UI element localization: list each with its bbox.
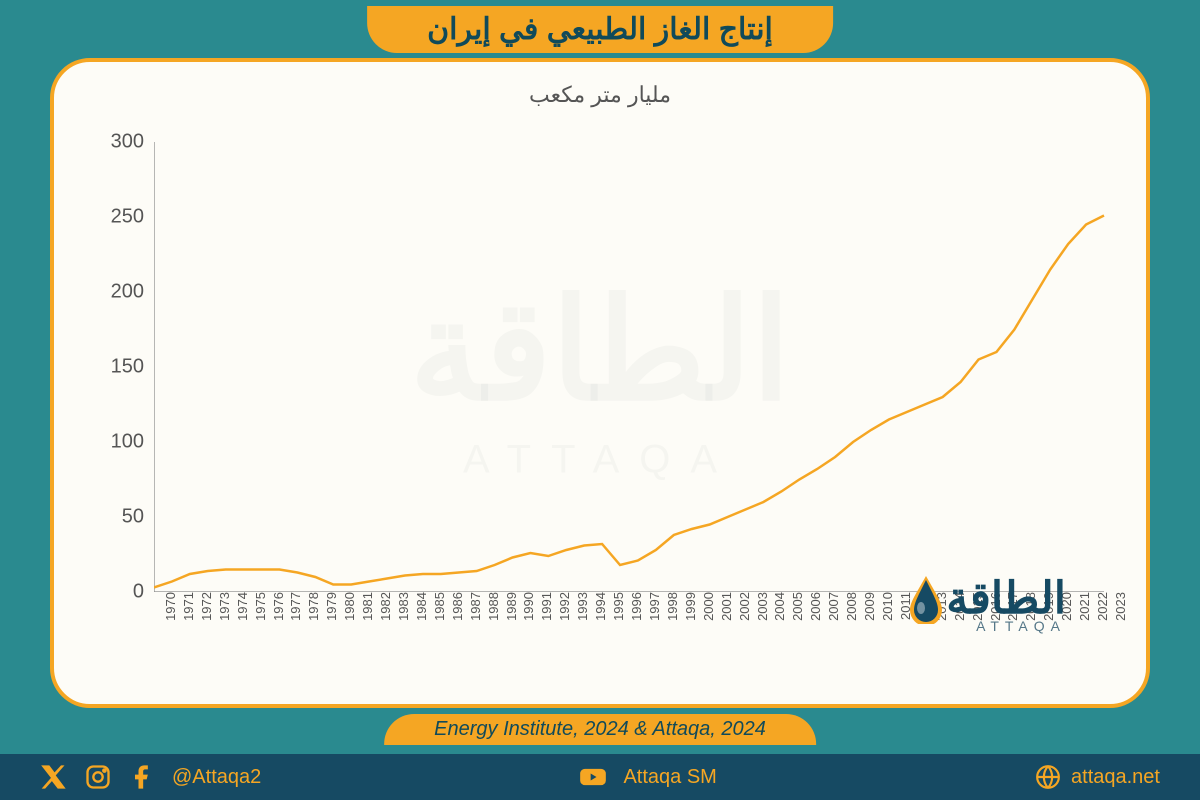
y-tick-label: 200	[111, 281, 154, 304]
instagram-icon	[84, 763, 112, 791]
title-banner: إنتاج الغاز الطبيعي في إيران	[367, 6, 833, 53]
x-tick-label: 1999	[679, 592, 698, 621]
footer-center: Attaqa SM	[579, 763, 716, 791]
x-tick-label: 1988	[482, 592, 501, 621]
x-tick-label: 1995	[607, 592, 626, 621]
x-tick-label: 1993	[571, 592, 590, 621]
x-tick-label: 1980	[338, 592, 357, 621]
droplet-icon	[906, 574, 946, 624]
youtube-icon	[579, 763, 607, 791]
globe-icon	[1035, 764, 1061, 790]
x-tick-label: 1990	[517, 592, 536, 621]
footer-right: attaqa.net	[1035, 764, 1160, 790]
x-tick-label: 1994	[589, 592, 608, 621]
x-tick-label: 1983	[392, 592, 411, 621]
logo-text: الطاقة	[946, 573, 1066, 624]
footer-bar: @Attaqa2 Attaqa SM attaqa.net	[0, 754, 1200, 800]
social-handle: @Attaqa2	[172, 766, 261, 789]
x-tick-label: 1972	[195, 592, 214, 621]
x-tick-label: 2022	[1091, 592, 1110, 621]
plot-area: 050100150200250300 197019711972197319741…	[154, 132, 1114, 592]
x-tick-label: 1997	[643, 592, 662, 621]
x-tick-label: 1998	[661, 592, 680, 621]
x-tick-label: 1996	[625, 592, 644, 621]
y-tick-label: 150	[111, 356, 154, 379]
x-tick-label: 1992	[553, 592, 572, 621]
x-tick-label: 2023	[1109, 592, 1128, 621]
footer-left: @Attaqa2	[40, 763, 261, 791]
x-tick-label: 1987	[464, 592, 483, 621]
chart-panel: مليار متر مكعب الطاقة ATTAQA 05010015020…	[50, 58, 1150, 708]
x-tick-label: 2004	[768, 592, 787, 621]
x-tick-label: 2005	[786, 592, 805, 621]
x-tick-label: 2006	[804, 592, 823, 621]
x-tick-label: 1989	[500, 592, 519, 621]
youtube-label: Attaqa SM	[623, 766, 716, 789]
x-tick-label: 2002	[733, 592, 752, 621]
x-tick-label: 2007	[822, 592, 841, 621]
x-tick-label: 2001	[715, 592, 734, 621]
x-tick-label: 1977	[284, 592, 303, 621]
x-icon	[40, 763, 68, 791]
x-tick-label: 1991	[535, 592, 554, 621]
facebook-icon	[128, 763, 156, 791]
x-tick-label: 1981	[356, 592, 375, 621]
x-tick-label: 1971	[177, 592, 196, 621]
x-tick-label: 2000	[697, 592, 716, 621]
x-tick-label: 2003	[751, 592, 770, 621]
x-tick-label: 1982	[374, 592, 393, 621]
x-tick-label: 1986	[446, 592, 465, 621]
x-tick-label: 2009	[858, 592, 877, 621]
y-tick-label: 50	[122, 506, 154, 529]
x-tick-label: 1975	[249, 592, 268, 621]
page-title: إنتاج الغاز الطبيعي في إيران	[427, 13, 773, 46]
x-tick-label: 1976	[267, 592, 286, 621]
x-tick-label: 1974	[231, 592, 250, 621]
y-tick-label: 0	[133, 581, 154, 604]
y-tick-label: 100	[111, 431, 154, 454]
brand-logo: الطاقة ATTAQA	[900, 573, 1066, 634]
y-tick-label: 300	[111, 131, 154, 154]
x-tick-label: 2010	[876, 592, 895, 621]
x-tick-label: 1984	[410, 592, 429, 621]
source-banner: Energy Institute, 2024 & Attaqa, 2024	[384, 714, 816, 745]
x-tick-label: 1973	[213, 592, 232, 621]
y-tick-label: 250	[111, 206, 154, 229]
source-text: Energy Institute, 2024 & Attaqa, 2024	[434, 718, 766, 740]
chart-svg	[154, 132, 1114, 592]
chart-subtitle: مليار متر مكعب	[54, 82, 1146, 108]
website-label: attaqa.net	[1071, 766, 1160, 789]
x-tick-label: 2021	[1073, 592, 1092, 621]
x-tick-label: 2008	[840, 592, 859, 621]
x-tick-label: 1985	[428, 592, 447, 621]
x-tick-label: 1979	[320, 592, 339, 621]
x-tick-label: 1978	[302, 592, 321, 621]
x-tick-label: 1970	[159, 592, 178, 621]
